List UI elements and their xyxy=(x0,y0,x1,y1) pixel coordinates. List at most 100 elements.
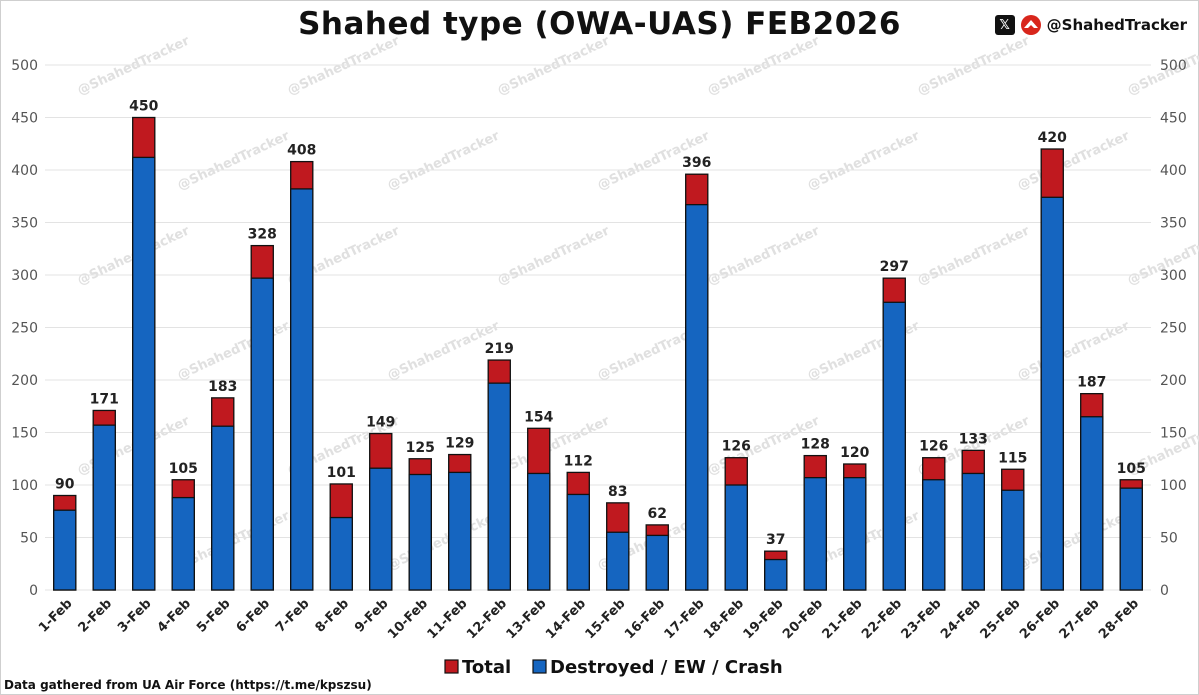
data-label-total: 450 xyxy=(129,99,158,115)
bar-destroyed xyxy=(448,471,472,591)
data-label-total: 183 xyxy=(208,379,237,395)
brand-handle: @ShahedTracker xyxy=(1046,16,1187,34)
data-label-total: 62 xyxy=(648,506,667,522)
bar-destroyed xyxy=(606,531,630,591)
watermark-text: @ShahedTracker xyxy=(1015,508,1132,573)
data-source-note: Data gathered from UA Air Force (https:/… xyxy=(4,678,372,692)
y-tick-label-right: 500 xyxy=(1160,58,1187,74)
watermark-text: @ShahedTracker xyxy=(495,223,612,288)
watermark-text: @ShahedTracker xyxy=(385,128,502,193)
bar-destroyed xyxy=(329,516,353,591)
data-label-total: 420 xyxy=(1038,130,1067,146)
data-label-total: 187 xyxy=(1077,375,1106,391)
bar-destroyed xyxy=(843,476,867,591)
x-tick-label: 2-Feb xyxy=(76,596,116,636)
x-tick-label: 16-Feb xyxy=(622,596,668,642)
x-tick-label: 24-Feb xyxy=(938,596,984,642)
data-label-total: 105 xyxy=(169,461,198,477)
y-tick-label-left: 450 xyxy=(11,111,38,127)
watermark-text: @ShahedTracker xyxy=(705,33,822,98)
y-tick-label-right: 450 xyxy=(1160,111,1187,127)
data-label-total: 126 xyxy=(919,439,948,455)
bar-destroyed xyxy=(1119,487,1143,591)
x-axis-labels: 1-Feb 2-Feb 3-Feb 4-Feb 5-Feb 6-Feb 7-Feb 8-Feb… xyxy=(36,596,1142,642)
bar-destroyed xyxy=(211,425,235,591)
legend-label: Destroyed / EW / Crash xyxy=(550,657,783,678)
data-label-total: 101 xyxy=(327,465,356,481)
bar-destroyed xyxy=(803,476,827,591)
y-tick-label-left: 500 xyxy=(11,58,38,74)
data-label-total: 112 xyxy=(564,453,593,469)
x-tick-label: 5-Feb xyxy=(194,596,234,636)
data-label-total: 126 xyxy=(722,439,751,455)
y-tick-label-right: 250 xyxy=(1160,321,1187,337)
y-tick-label-right: 350 xyxy=(1160,216,1187,232)
bar-destroyed xyxy=(290,188,314,591)
bar-destroyed xyxy=(685,203,709,591)
y-tick-label-left: 150 xyxy=(11,426,38,442)
data-label-total: 297 xyxy=(880,259,909,275)
y-tick-label-right: 100 xyxy=(1160,478,1187,494)
x-tick-label: 1-Feb xyxy=(36,596,76,636)
y-tick-label-left: 100 xyxy=(11,478,38,494)
bar-destroyed xyxy=(1080,416,1104,591)
y-tick-label-left: 0 xyxy=(29,583,38,599)
bar-destroyed xyxy=(408,473,432,591)
brand-badge[interactable]: 𝕏 @ShahedTracker xyxy=(994,14,1187,36)
data-label-total: 83 xyxy=(608,484,627,500)
legend-swatch xyxy=(444,659,459,674)
data-label-total: 120 xyxy=(840,445,869,461)
data-label-total: 133 xyxy=(959,431,988,447)
watermark-text: @ShahedTracker xyxy=(495,33,612,98)
y-tick-label-right: 400 xyxy=(1160,163,1187,179)
x-tick-label: 13-Feb xyxy=(504,596,550,642)
x-tick-label: 8-Feb xyxy=(313,596,353,636)
data-label-total: 129 xyxy=(445,436,474,452)
bar-destroyed xyxy=(53,509,77,591)
x-tick-label: 7-Feb xyxy=(273,596,313,636)
x-tick-label: 28-Feb xyxy=(1096,596,1142,642)
bar-destroyed xyxy=(1001,489,1025,591)
x-tick-label: 11-Feb xyxy=(425,596,471,642)
watermark-text: @ShahedTracker xyxy=(805,128,922,193)
x-tick-label: 3-Feb xyxy=(115,596,155,636)
x-tick-label: 22-Feb xyxy=(859,596,905,642)
y-tick-label-left: 250 xyxy=(11,321,38,337)
bar-destroyed xyxy=(922,479,946,591)
y-tick-label-left: 400 xyxy=(11,163,38,179)
data-label-total: 105 xyxy=(1117,461,1146,477)
watermark-text: @ShahedTracker xyxy=(175,128,292,193)
data-label-total: 328 xyxy=(248,227,277,243)
data-label-total: 154 xyxy=(524,409,553,425)
watermark-text: @ShahedTracker xyxy=(175,318,292,383)
bar-destroyed xyxy=(961,472,985,591)
watermark-text: @ShahedTracker xyxy=(495,413,612,478)
bar-destroyed xyxy=(566,493,590,591)
watermark-text: @ShahedTracker xyxy=(915,223,1032,288)
data-label-total: 171 xyxy=(90,391,119,407)
bar-destroyed xyxy=(487,382,511,591)
x-tick-label: 17-Feb xyxy=(662,596,708,642)
y-tick-label-right: 300 xyxy=(1160,268,1187,284)
x-tick-label: 6-Feb xyxy=(234,596,274,636)
bar-destroyed xyxy=(882,301,906,591)
data-label-total: 90 xyxy=(55,477,75,493)
watermark-text: @ShahedTracker xyxy=(1015,318,1132,383)
x-tick-label: 27-Feb xyxy=(1057,596,1103,642)
y-axis-ticks: 0 0 50 50 100 100 150 150 200 200 250 250 300 300 350 3… xyxy=(11,58,1186,599)
x-logo-icon[interactable]: 𝕏 xyxy=(994,15,1015,35)
x-tick-label: 21-Feb xyxy=(820,596,866,642)
watermark-text: @ShahedTracker xyxy=(1015,128,1132,193)
x-tick-label: 20-Feb xyxy=(780,596,826,642)
legend-swatch xyxy=(532,659,547,674)
data-label-total: 125 xyxy=(406,440,435,456)
x-tick-label: 12-Feb xyxy=(464,596,510,642)
legend-label: Total xyxy=(462,657,511,678)
watermark-text: @ShahedTracker xyxy=(385,508,502,573)
bar-destroyed xyxy=(92,424,116,591)
shahed-tracker-logo-icon xyxy=(1020,15,1041,35)
data-label-total: 115 xyxy=(998,450,1027,466)
y-tick-label-right: 150 xyxy=(1160,426,1187,442)
